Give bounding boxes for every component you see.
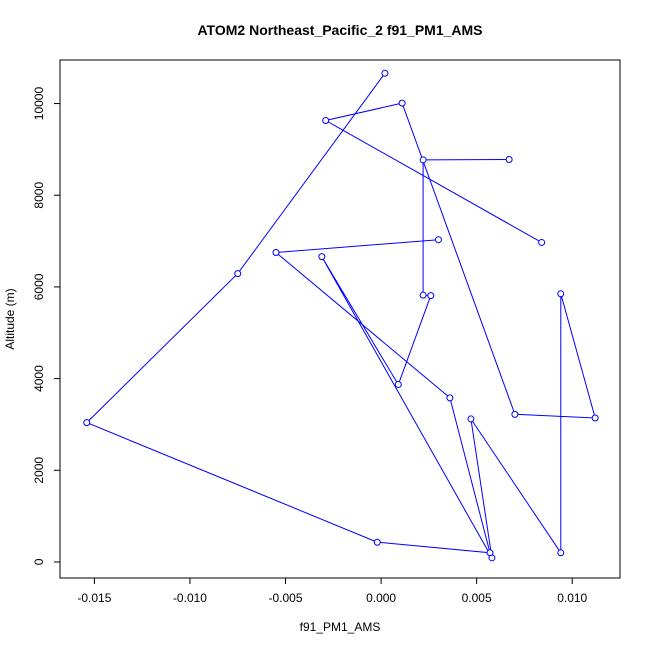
y-axis: 0 2000 4000 6000 8000 10000	[32, 87, 60, 565]
data-point	[322, 117, 330, 125]
x-tick-label: 0.000	[366, 591, 396, 605]
data-point	[446, 394, 454, 402]
data-point	[419, 156, 427, 164]
chart-title: ATOM2 Northeast_Pacific_2 f91_PM1_AMS	[197, 22, 482, 38]
data-point	[318, 253, 326, 261]
data-point	[434, 236, 442, 244]
data-point	[505, 155, 513, 163]
series-line-2	[85, 73, 491, 554]
x-tick-label: 0.005	[462, 591, 492, 605]
plot-area	[83, 69, 599, 562]
y-tick-label: 2000	[32, 457, 46, 484]
x-tick-label: 0.010	[557, 591, 587, 605]
data-point	[591, 414, 599, 422]
data-point	[234, 270, 242, 278]
data-point	[394, 381, 402, 389]
data-point	[83, 419, 91, 427]
x-tick-label: -0.010	[173, 591, 207, 605]
data-point	[557, 290, 565, 298]
y-tick-label: 4000	[32, 365, 46, 392]
y-tick-label: 8000	[32, 182, 46, 209]
y-tick-label: 10000	[32, 87, 46, 121]
data-point	[557, 549, 565, 557]
x-axis-label: f91_PM1_AMS	[300, 620, 381, 634]
data-point	[486, 549, 494, 557]
plot-frame	[59, 59, 621, 579]
y-tick-label: 0	[32, 558, 46, 565]
x-tick-label: -0.005	[269, 591, 303, 605]
data-point	[381, 69, 389, 77]
data-point	[467, 415, 475, 423]
data-point	[538, 238, 546, 246]
data-point	[398, 99, 406, 107]
data-point	[427, 292, 435, 300]
x-tick-label: -0.015	[77, 591, 111, 605]
y-tick-label: 6000	[32, 273, 46, 300]
x-axis: -0.015 -0.010 -0.005 0.000 0.005 0.010	[77, 578, 588, 605]
data-point	[511, 410, 519, 418]
data-point	[272, 249, 280, 257]
y-axis-label: Altitude (m)	[3, 288, 17, 349]
data-point	[373, 538, 381, 546]
data-point	[419, 291, 427, 299]
